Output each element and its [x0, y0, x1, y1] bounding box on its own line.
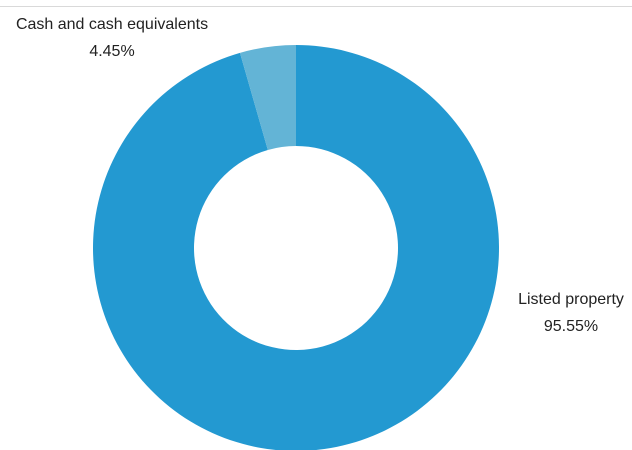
slice-name-cash: Cash and cash equivalents — [16, 16, 208, 33]
top-divider — [0, 6, 632, 7]
slice-cash-and-cash-equivalents — [239, 45, 296, 150]
slice-value-cash: 4.45% — [89, 43, 134, 60]
slice-name-listed-property: Listed property — [518, 291, 624, 308]
donut-slices — [93, 45, 499, 450]
slice-value-listed-property: 95.55% — [544, 318, 598, 335]
slice-label-listed-property: Listed property 95.55% — [518, 291, 624, 335]
slice-listed-property — [93, 45, 499, 450]
slice-label-cash: Cash and cash equivalents 4.45% — [16, 16, 208, 60]
